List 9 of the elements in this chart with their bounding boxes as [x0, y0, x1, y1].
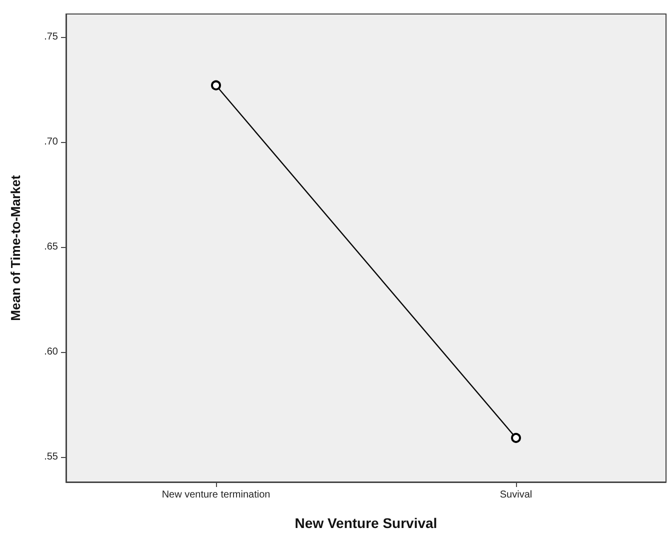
x-tick-label: Suvival	[500, 490, 532, 500]
y-tick-label: .75	[44, 32, 58, 43]
y-tick-label: .65	[44, 241, 58, 252]
x-tick-label: New venture termination	[162, 490, 270, 500]
y-axis-title: Mean of Time-to-Market	[8, 174, 23, 321]
y-tick-label: .60	[44, 346, 58, 358]
y-tick-label: .70	[44, 136, 58, 148]
x-axis-title: New Venture Survival	[294, 515, 438, 531]
y-tick-label: .55	[44, 451, 58, 462]
